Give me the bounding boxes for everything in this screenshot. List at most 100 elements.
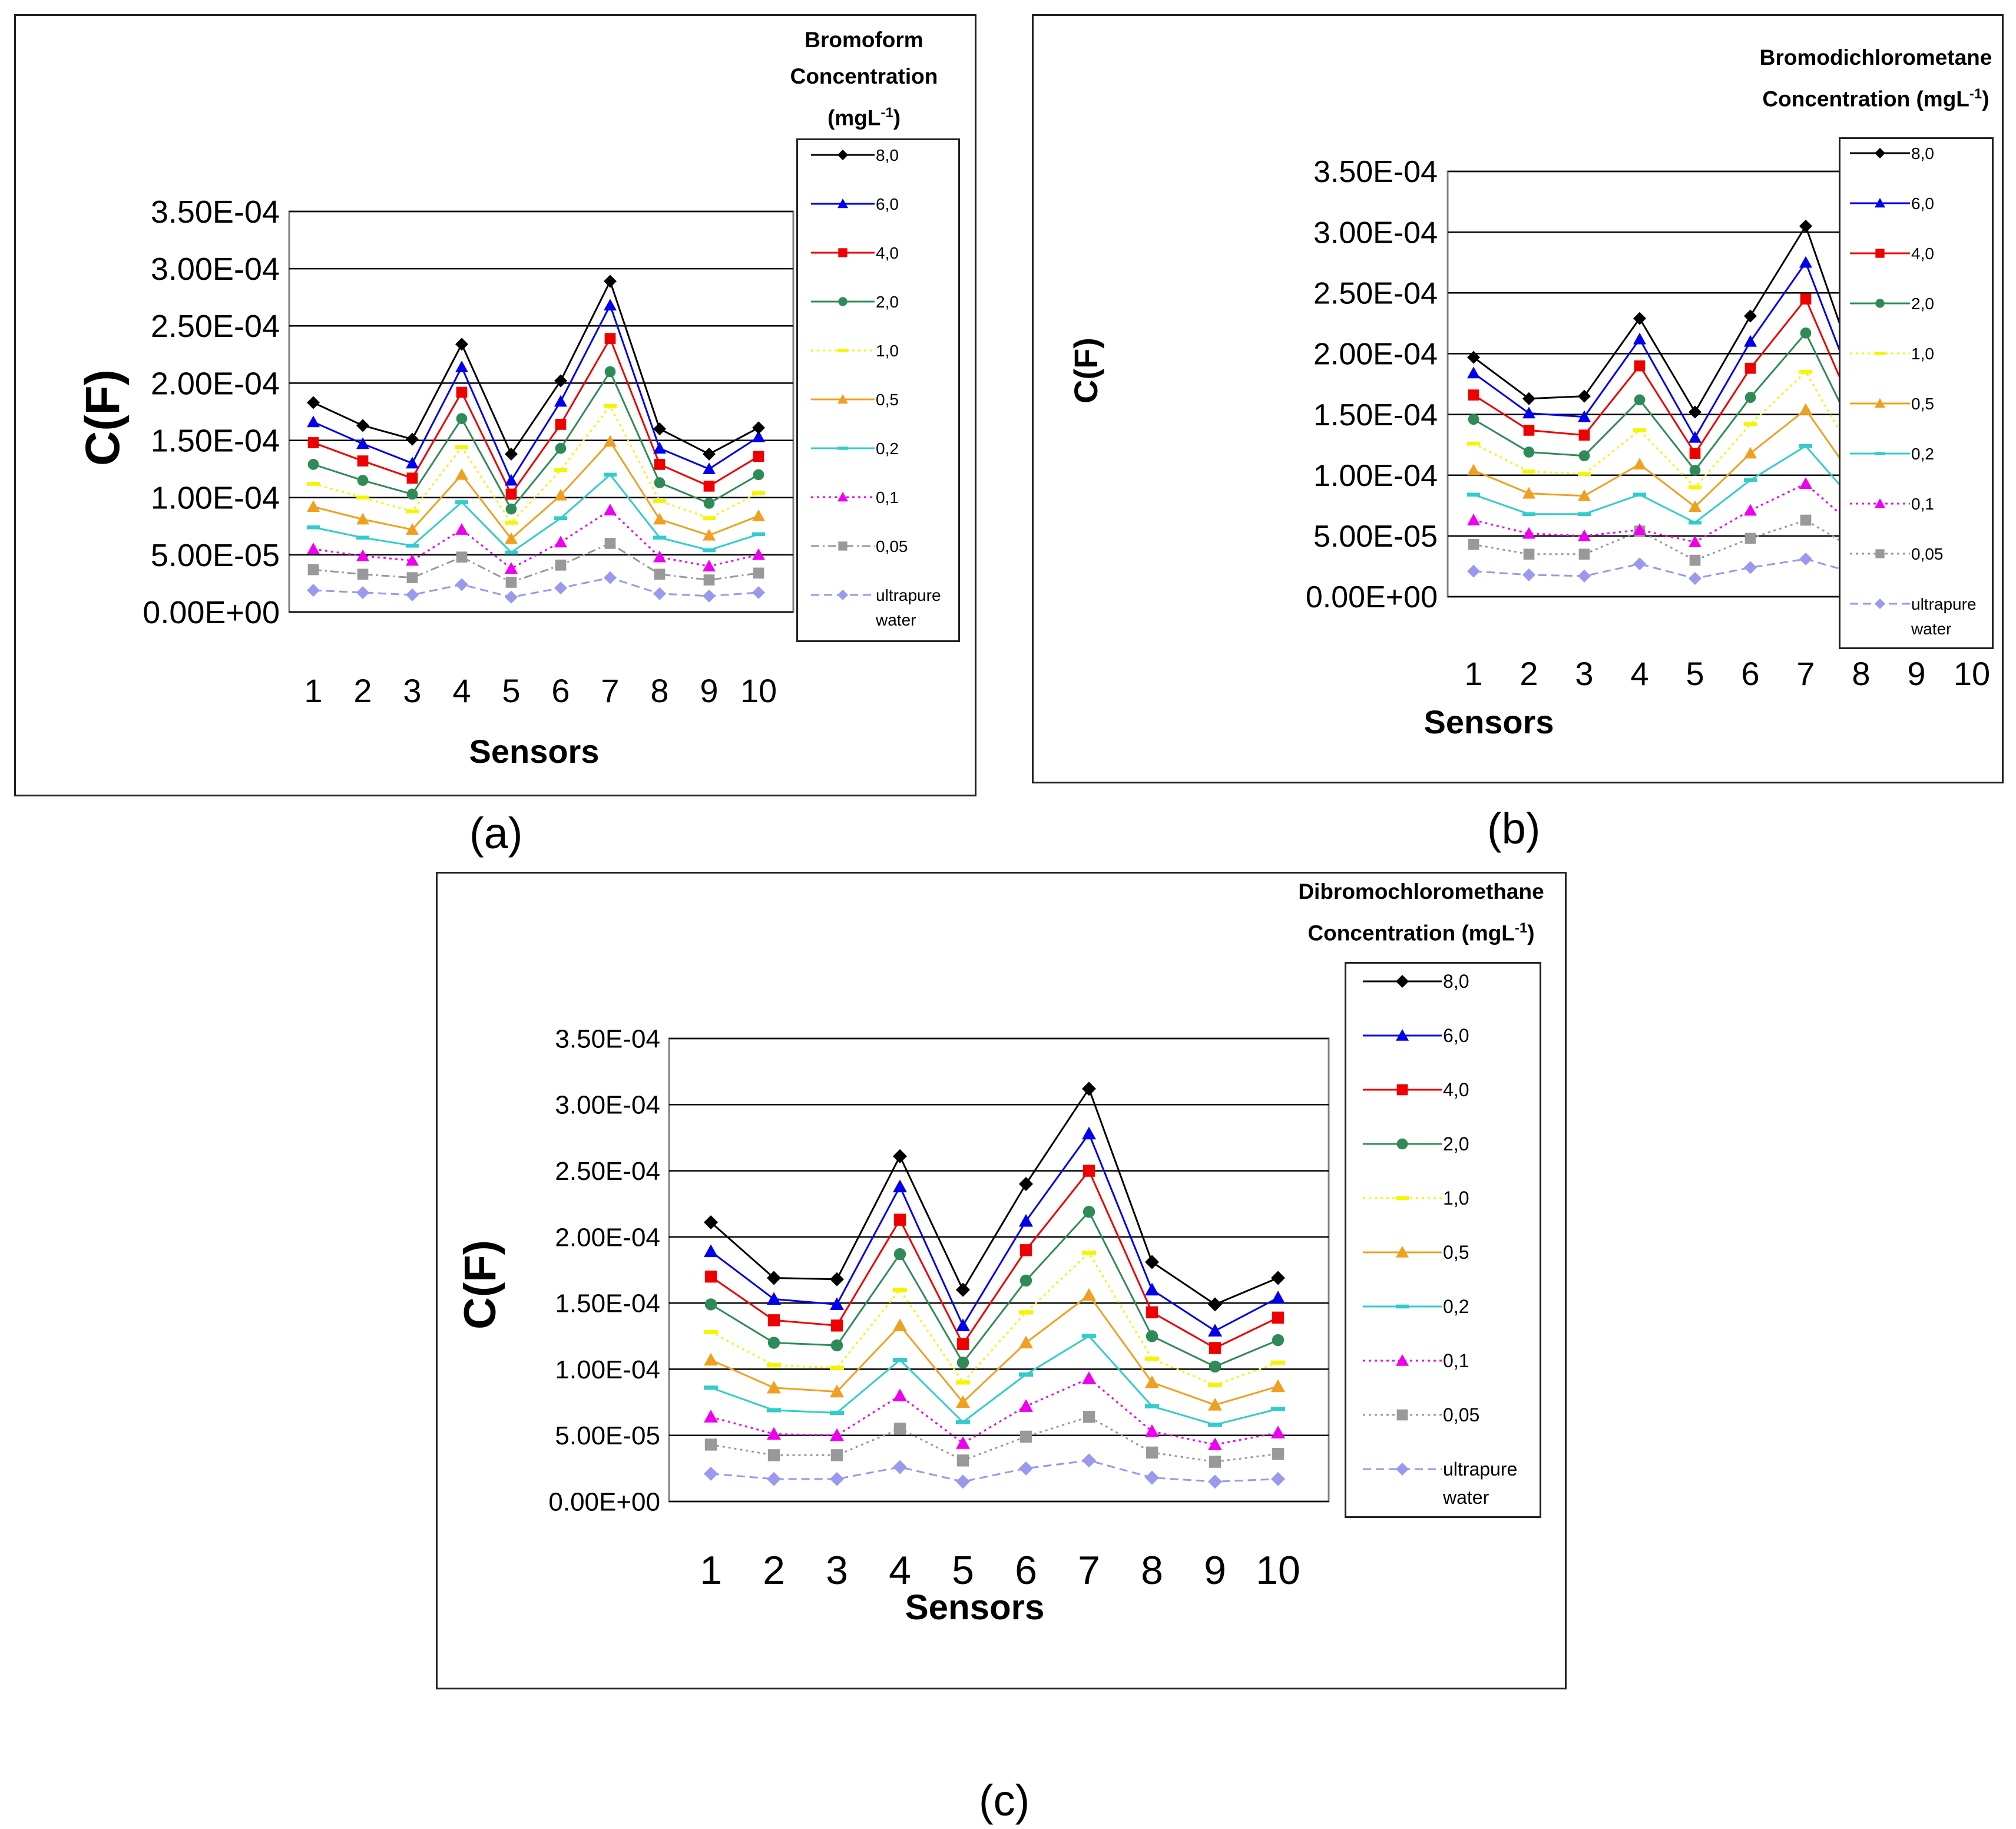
data-point — [956, 1395, 970, 1408]
data-point — [1019, 1399, 1033, 1412]
data-point — [956, 1380, 970, 1385]
legend-label: 1,0 — [1443, 1188, 1469, 1209]
data-point — [1271, 1271, 1285, 1285]
data-point — [704, 1466, 718, 1481]
data-point — [307, 482, 320, 486]
series-0-2 — [307, 472, 765, 555]
legend-label: 8,0 — [876, 146, 899, 164]
data-point — [1209, 1342, 1221, 1354]
legend-marker — [1875, 249, 1885, 258]
legend-label: 2,0 — [876, 293, 899, 311]
legend-label: ultrapure — [1443, 1458, 1517, 1480]
data-point — [1799, 403, 1812, 415]
legend-item: 0,2 — [1363, 1296, 1469, 1317]
series-0-5 — [704, 1288, 1285, 1411]
series-line — [710, 1294, 1279, 1406]
data-point — [307, 525, 320, 530]
legend-item: 0,5 — [1850, 395, 1934, 413]
legend-item: 8,0 — [1363, 971, 1469, 992]
data-point — [1019, 1213, 1033, 1227]
y-tick-label: 2.50E-04 — [555, 1157, 660, 1186]
data-point — [1271, 1426, 1285, 1438]
data-point — [1578, 450, 1590, 462]
data-point — [1272, 1311, 1285, 1324]
series-0-1 — [704, 1371, 1285, 1451]
series-line — [313, 279, 759, 456]
data-point — [653, 512, 666, 525]
data-point — [455, 523, 468, 535]
legend-marker — [1875, 299, 1885, 308]
legend-label: 4,0 — [876, 244, 899, 262]
x-tick-label: 10 — [1256, 1548, 1300, 1593]
series-line — [313, 509, 759, 570]
data-point — [555, 559, 567, 571]
data-point — [753, 451, 764, 462]
legend-label: 0,2 — [876, 439, 899, 458]
series-0-2 — [704, 1334, 1285, 1427]
legend-marker — [1396, 1029, 1409, 1041]
series-line — [1473, 370, 1972, 494]
legend-label-cont: water — [1442, 1487, 1489, 1508]
data-point — [767, 1271, 781, 1285]
data-point — [1523, 446, 1535, 458]
data-point — [1272, 1447, 1285, 1460]
legend-marker — [837, 150, 848, 160]
legend-item: 0,1 — [1850, 495, 1934, 513]
data-point — [604, 299, 617, 311]
data-point — [767, 1337, 780, 1349]
data-point — [753, 469, 764, 481]
data-point — [1467, 441, 1480, 446]
series-0-05 — [704, 1411, 1285, 1468]
data-point — [356, 535, 369, 540]
series-line — [313, 404, 759, 524]
data-point — [703, 480, 715, 492]
legend-marker — [1396, 975, 1409, 988]
data-point — [1019, 1372, 1033, 1377]
data-point — [1578, 472, 1591, 476]
data-point — [1689, 572, 1701, 586]
series-8-0 — [704, 1081, 1285, 1312]
legend-label: 8,0 — [1443, 971, 1469, 992]
legend-item: 0,1 — [811, 488, 899, 507]
data-point — [1146, 1306, 1158, 1319]
data-point — [406, 432, 419, 446]
data-point — [1523, 425, 1535, 436]
legend-label: 6,0 — [1443, 1025, 1469, 1046]
data-point — [893, 1149, 907, 1163]
legend-marker — [1396, 1196, 1409, 1200]
data-point — [956, 1318, 970, 1331]
data-point — [830, 1449, 843, 1461]
legend-label: 0,1 — [1443, 1350, 1469, 1371]
data-point — [1019, 1430, 1032, 1443]
legend-title-c-line1: Dibromochloromethane — [1298, 879, 1544, 904]
data-point — [307, 396, 320, 409]
legend-c-svg: 8,0 6,0 4,0 2,0 1,0 0,5 0,2 0,1 0,05 ultrapure wat… — [1363, 971, 1517, 1508]
y-tick-label: 2.00E-04 — [151, 366, 280, 401]
data-point — [703, 574, 715, 586]
x-tick-label: 10 — [1954, 655, 1990, 692]
y-tick-label: 1.00E-04 — [151, 481, 280, 516]
legend-title-b-line1: Bromodichlorometane — [1759, 45, 1992, 70]
legend-item: 2,0 — [1850, 295, 1934, 313]
data-point — [1146, 1330, 1158, 1342]
x-tick-label: 4 — [889, 1548, 911, 1593]
legend-item: 0,05 — [1850, 545, 1944, 563]
data-point — [956, 1338, 969, 1350]
data-point — [505, 550, 518, 555]
legend-label: 4,0 — [1911, 244, 1934, 263]
data-point — [505, 488, 517, 500]
series-1-0 — [307, 403, 765, 525]
y-tick-label: 3.50E-04 — [555, 1024, 660, 1053]
data-point — [752, 532, 765, 537]
data-point — [1578, 489, 1591, 501]
legend-item: 4,0 — [1363, 1079, 1469, 1100]
series-8-0 — [307, 274, 765, 461]
data-point — [1689, 535, 1701, 547]
data-point — [830, 1272, 844, 1286]
legend-label: 0,5 — [1443, 1242, 1469, 1263]
data-point — [1689, 485, 1701, 490]
data-point — [1634, 360, 1646, 372]
data-point — [704, 1352, 718, 1366]
x-tick-label: 5 — [952, 1548, 974, 1593]
y-tick-label: 0.00E+00 — [143, 595, 280, 630]
